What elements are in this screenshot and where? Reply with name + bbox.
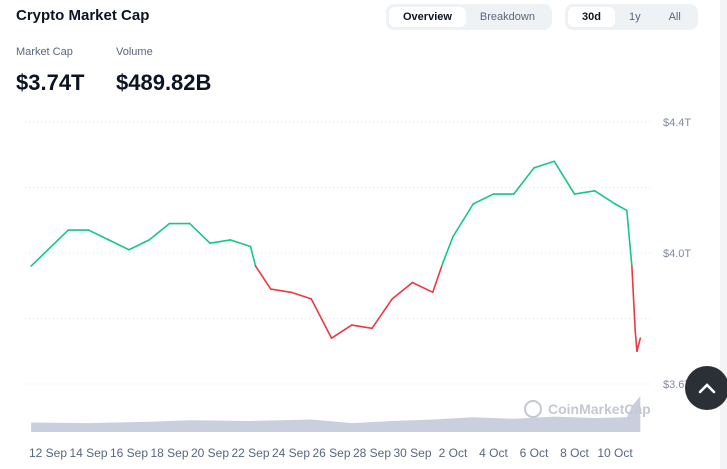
price-line-segment-down — [330, 324, 353, 339]
price-line-segment-down — [411, 281, 434, 294]
price-line-segment-up — [593, 189, 616, 205]
view-toggle: Overview Breakdown — [386, 4, 552, 30]
market-cap-value: $3.74T — [16, 70, 85, 95]
price-line-segment-up — [452, 203, 475, 238]
price-line-segment-up — [614, 203, 628, 212]
x-tick-label: 16 Sep — [110, 446, 148, 460]
price-line-segment-down — [391, 281, 414, 300]
price-line-segment-up — [553, 160, 576, 195]
tab-30d[interactable]: 30d — [568, 7, 615, 27]
x-tick-label: 4 Oct — [479, 446, 508, 460]
scroll-to-top-button[interactable] — [685, 366, 727, 410]
price-line-segment-up — [442, 235, 454, 264]
tab-overview[interactable]: Overview — [389, 7, 466, 27]
price-line-segment-up — [128, 239, 151, 251]
price-line-segment-up — [188, 222, 211, 244]
price-line-segment-up — [107, 239, 130, 251]
price-line-segment-up — [47, 229, 70, 251]
x-tick-label: 12 Sep — [29, 446, 67, 460]
range-toggle: 30d 1y All — [565, 4, 698, 30]
price-line-segment-up — [30, 248, 49, 267]
watermark-logo: CoinMarketCap — [548, 401, 651, 417]
price-line-segment-down — [636, 337, 642, 353]
price-line-segment-down — [371, 298, 394, 330]
x-tick-label: 10 Oct — [597, 446, 633, 460]
coinmarketcap-logo-icon — [524, 400, 542, 418]
price-line-segment-up — [626, 209, 633, 267]
price-line-segment-down — [254, 265, 272, 290]
tab-1y[interactable]: 1y — [628, 11, 641, 23]
volume-value: $489.82B — [116, 70, 212, 95]
price-line-segment-down — [269, 288, 292, 294]
price-line-segment-down — [631, 265, 637, 333]
price-line-segment-up — [87, 229, 110, 241]
price-line-segment-down — [350, 324, 373, 330]
x-tick-label: 2 Oct — [439, 446, 468, 460]
x-tick-label: 22 Sep — [231, 446, 269, 460]
chevron-up-icon — [698, 383, 716, 394]
x-tick-label: 14 Sep — [69, 446, 107, 460]
price-line-segment-down — [634, 330, 638, 353]
price-line-segment-up — [472, 193, 495, 205]
x-tick-label: 18 Sep — [150, 446, 188, 460]
price-line-segment-down — [431, 265, 443, 294]
price-line-segment-up — [249, 245, 257, 267]
page-title: Crypto Market Cap — [16, 7, 150, 24]
price-line-segment-down — [310, 298, 333, 339]
x-tick-label: 20 Sep — [191, 446, 229, 460]
x-tick-label: 26 Sep — [312, 446, 350, 460]
x-tick-label: 8 Oct — [560, 446, 589, 460]
y-tick-label: $4.0T — [663, 248, 691, 260]
price-line-segment-up — [533, 160, 556, 169]
x-tick-label: 28 Sep — [353, 446, 391, 460]
volume-label: Volume — [116, 46, 153, 58]
price-line-segment-up — [209, 239, 232, 244]
price-line-segment-up — [573, 189, 596, 195]
price-line-segment-up — [512, 167, 535, 195]
tab-breakdown[interactable]: Breakdown — [479, 11, 535, 23]
market-cap-label: Market Cap — [16, 46, 73, 58]
price-line-segment-up — [229, 239, 252, 248]
volume-area — [31, 396, 641, 432]
price-line-segment-down — [290, 291, 313, 300]
y-tick-label: $4.4T — [663, 117, 691, 129]
x-tick-label: 24 Sep — [272, 446, 310, 460]
price-line-segment-up — [148, 222, 171, 241]
y-tick-label: $3.6T — [663, 379, 691, 391]
x-tick-label: 30 Sep — [393, 446, 431, 460]
scrollbar[interactable] — [720, 0, 727, 469]
tab-all[interactable]: All — [668, 11, 681, 23]
x-tick-label: 6 Oct — [520, 446, 549, 460]
